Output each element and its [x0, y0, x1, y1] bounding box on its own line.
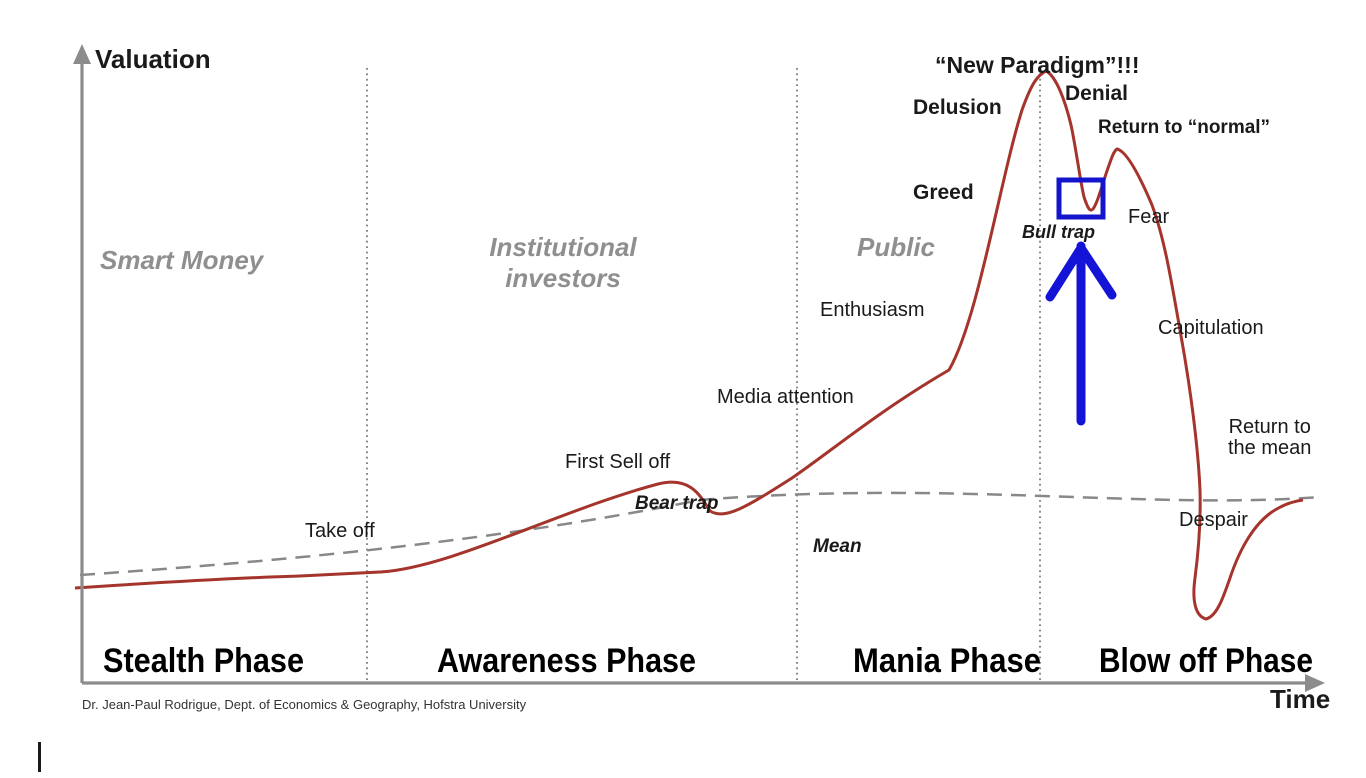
svg-text:Mania Phase: Mania Phase	[853, 642, 1041, 680]
svg-text:Blow off Phase: Blow off Phase	[1099, 642, 1313, 680]
svg-text:Stealth Phase: Stealth Phase	[103, 642, 304, 680]
svg-text:Awareness Phase: Awareness Phase	[437, 642, 696, 680]
